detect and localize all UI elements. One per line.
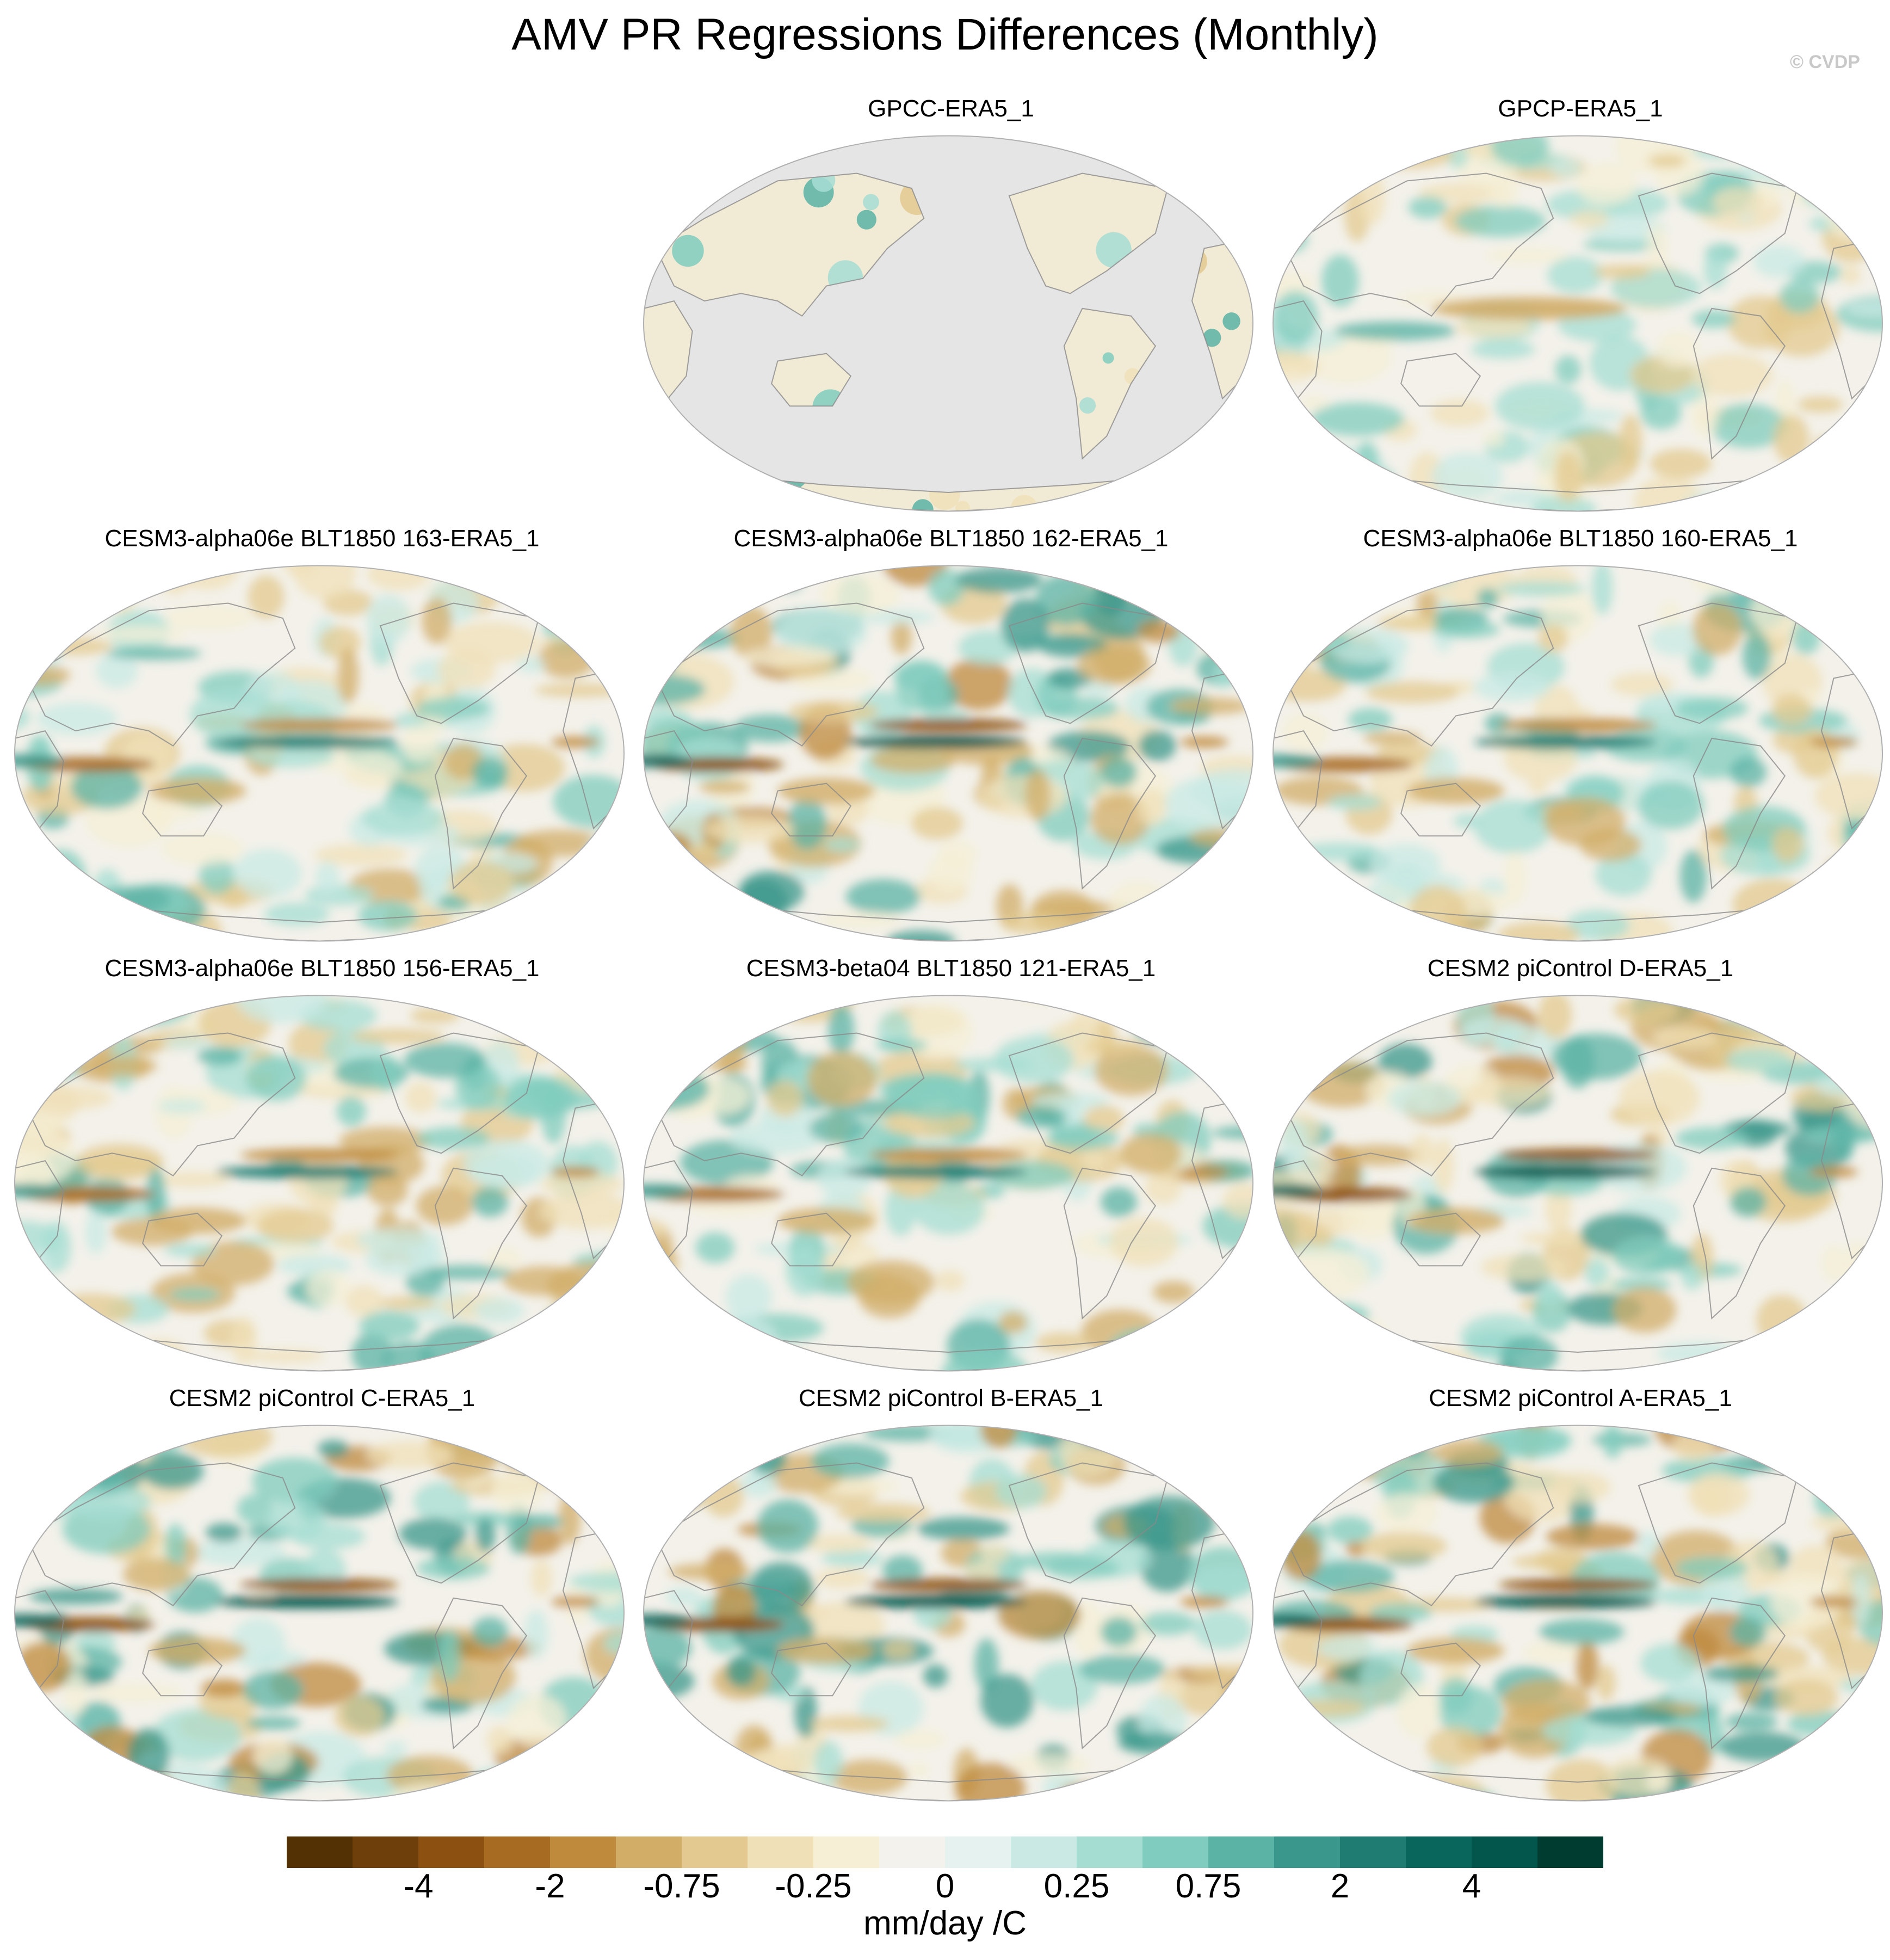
map-panel: GPCP-ERA5_1	[1270, 94, 1890, 523]
panel-title: CESM3-alpha06e BLT1850 163-ERA5_1	[104, 525, 540, 552]
colorbar-tick-label: -2	[535, 1867, 565, 1905]
map-panel: CESM3-alpha06e BLT1850 162-ERA5_1	[641, 523, 1261, 953]
colorbar-swatch	[1142, 1836, 1208, 1868]
colorbar-swatch	[550, 1836, 616, 1868]
colorbar-tick-label: 2	[1330, 1867, 1350, 1905]
panel-title: CESM2 piControl B-ERA5_1	[798, 1385, 1103, 1412]
colorbar-swatch	[616, 1836, 682, 1868]
colorbar-swatch	[748, 1836, 813, 1868]
robinson-map	[643, 1425, 1253, 1802]
colorbar-swatch	[1274, 1836, 1340, 1868]
map-panel: CESM3-beta04 BLT1850 121-ERA5_1	[641, 953, 1261, 1383]
panel-title: CESM2 piControl D-ERA5_1	[1427, 955, 1734, 982]
colorbar-swatch	[1208, 1836, 1274, 1868]
map-panel: CESM3-alpha06e BLT1850 163-ERA5_1	[12, 523, 632, 953]
robinson-map	[643, 995, 1253, 1372]
colorbar-units: mm/day /C	[863, 1904, 1027, 1942]
colorbar-swatch	[1077, 1836, 1142, 1868]
panel-title: CESM2 piControl A-ERA5_1	[1429, 1385, 1732, 1412]
map-panel: CESM2 piControl C-ERA5_1	[12, 1383, 632, 1813]
robinson-map	[1273, 995, 1883, 1372]
panel-title: CESM3-alpha06e BLT1850 162-ERA5_1	[733, 525, 1169, 552]
colorbar-tick-label: 0	[935, 1867, 955, 1905]
colorbar-tick-label: -0.25	[775, 1867, 852, 1905]
robinson-map	[1273, 565, 1883, 942]
cvdp-credit: © CVDP	[1790, 52, 1860, 72]
map-panel: CESM2 piControl A-ERA5_1	[1270, 1383, 1890, 1813]
panel-title: CESM3-beta04 BLT1850 121-ERA5_1	[746, 955, 1156, 982]
colorbar-labels: -4 -2 -0.75 -0.25 0 0.25 0.75 2 4	[287, 1867, 1603, 1906]
colorbar-swatch	[945, 1836, 1011, 1868]
colorbar	[287, 1836, 1603, 1868]
robinson-map	[643, 135, 1253, 512]
figure-title: AMV PR Regressions Differences (Monthly)	[511, 10, 1379, 59]
colorbar-tick-label: -0.75	[643, 1867, 720, 1905]
colorbar-swatch	[813, 1836, 879, 1868]
map-panel: CESM2 piControl D-ERA5_1	[1270, 953, 1890, 1383]
robinson-map	[14, 565, 625, 942]
robinson-map	[1273, 1425, 1883, 1802]
colorbar-swatch	[682, 1836, 748, 1868]
colorbar-swatch	[1406, 1836, 1472, 1868]
panel-title: GPCP-ERA5_1	[1498, 95, 1663, 122]
panel-title: CESM2 piControl C-ERA5_1	[169, 1385, 475, 1412]
robinson-map	[14, 995, 625, 1372]
colorbar-swatch	[1340, 1836, 1406, 1868]
colorbar-swatch	[1537, 1836, 1603, 1868]
colorbar-swatch	[353, 1836, 418, 1868]
colorbar-swatch	[1472, 1836, 1537, 1868]
robinson-map	[643, 565, 1253, 942]
colorbar-swatch	[287, 1836, 353, 1868]
colorbar-swatch	[418, 1836, 484, 1868]
colorbar-tick-label: 0.75	[1175, 1867, 1242, 1905]
panel-title: GPCC-ERA5_1	[868, 95, 1034, 122]
robinson-map	[1273, 135, 1883, 512]
colorbar-swatch	[879, 1836, 945, 1868]
map-panel: GPCC-ERA5_1	[641, 94, 1261, 523]
colorbar-swatch	[484, 1836, 550, 1868]
panel-title: CESM3-alpha06e BLT1850 160-ERA5_1	[1363, 525, 1798, 552]
map-panel: CESM3-alpha06e BLT1850 160-ERA5_1	[1270, 523, 1890, 953]
robinson-map	[14, 1425, 625, 1802]
colorbar-tick-label: 0.25	[1043, 1867, 1110, 1905]
panel-title: CESM3-alpha06e BLT1850 156-ERA5_1	[104, 955, 540, 982]
colorbar-swatch	[1011, 1836, 1077, 1868]
map-panel: CESM2 piControl B-ERA5_1	[641, 1383, 1261, 1813]
colorbar-tick-label: -4	[403, 1867, 434, 1905]
map-panel: CESM3-alpha06e BLT1850 156-ERA5_1	[12, 953, 632, 1383]
colorbar-tick-label: 4	[1462, 1867, 1481, 1905]
